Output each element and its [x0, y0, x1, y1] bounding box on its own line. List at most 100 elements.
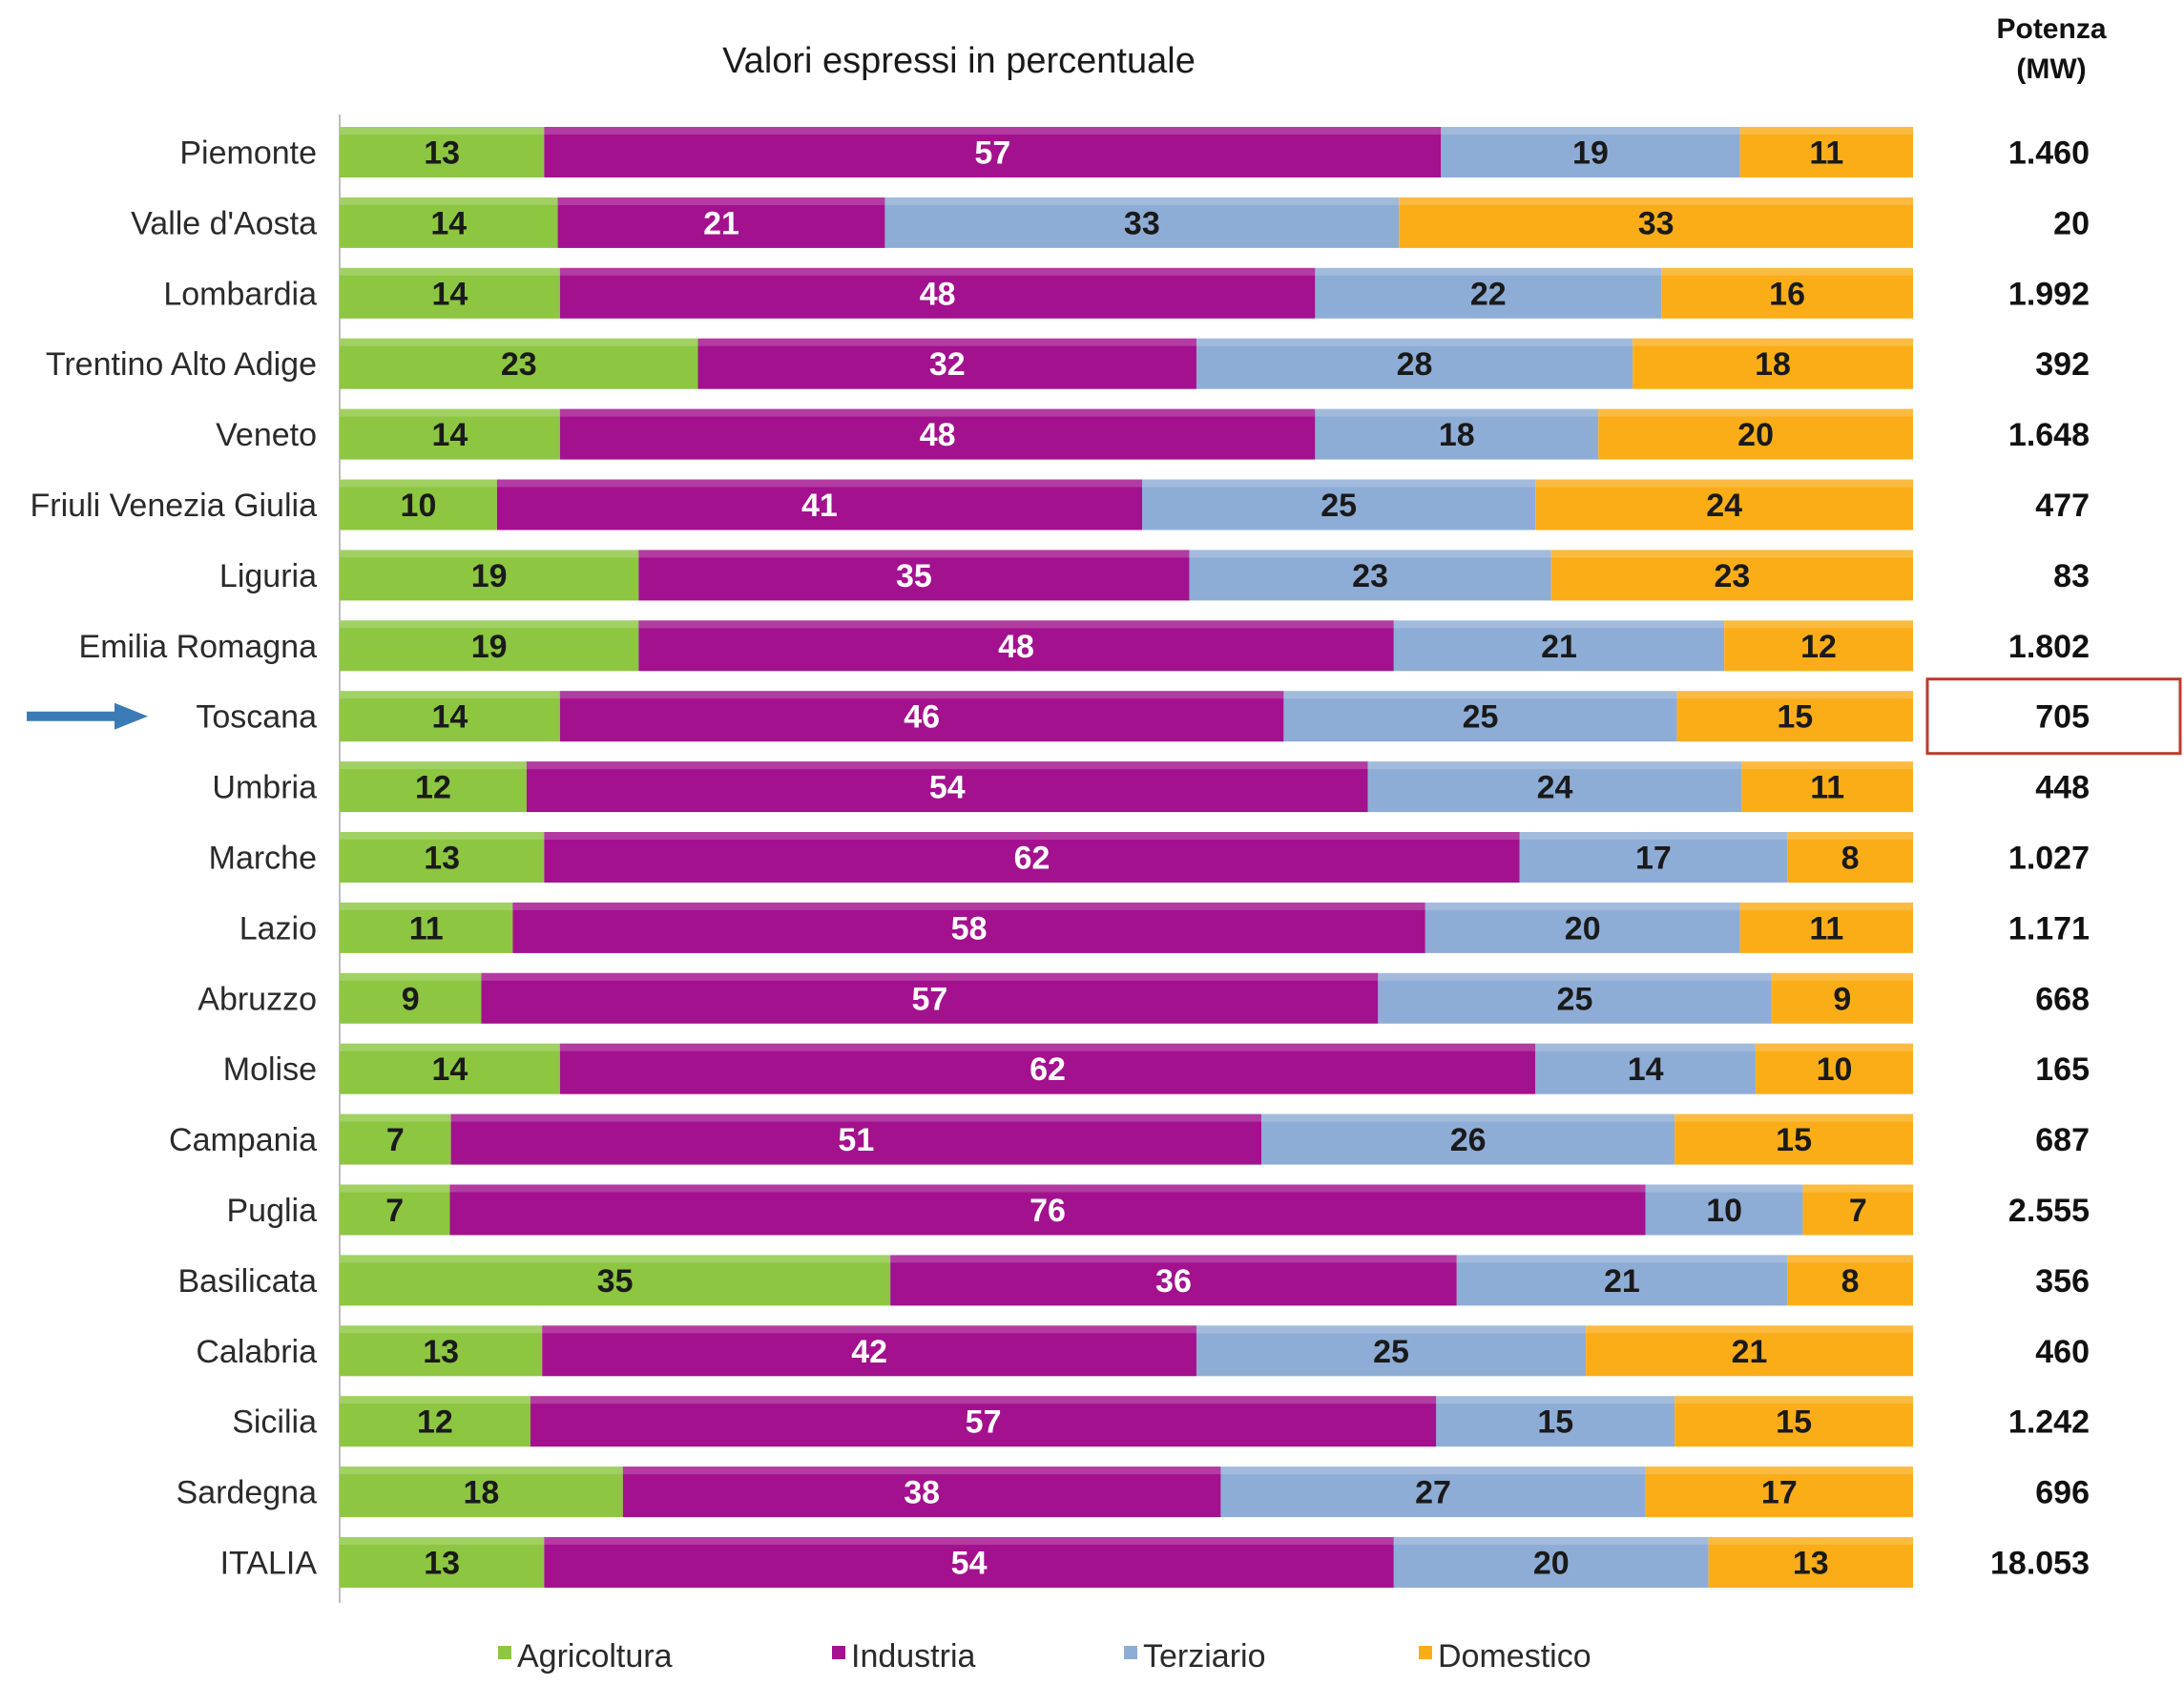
- data-label-domestico-veneto: 20: [1737, 417, 1774, 453]
- bar-terziario-calabria: [1196, 1325, 1587, 1377]
- data-label-industria-calabria: 42: [851, 1334, 887, 1370]
- data-label-agricoltura-abruzzo: 9: [402, 981, 420, 1017]
- bar-sheen-agricoltura-veneto: [340, 408, 560, 417]
- bar-sheen-terziario-campania: [1261, 1113, 1675, 1122]
- bar-terziario-puglia: [1645, 1184, 1803, 1236]
- bar-domestico-abruzzo: [1771, 972, 1913, 1024]
- power-value-lazio: 1.171: [2008, 910, 2090, 947]
- category-label-trentino-alto-adige: Trentino Alto Adige: [46, 346, 317, 383]
- power-value-lombardia: 1.992: [2008, 276, 2090, 312]
- data-label-domestico-umbria: 11: [1810, 770, 1844, 806]
- bar-domestico-toscana: [1676, 691, 1913, 742]
- data-label-industria-piemonte: 57: [974, 135, 1010, 172]
- bar-domestico-piemonte: [1739, 127, 1913, 177]
- bar-agricoltura-veneto: [340, 408, 560, 460]
- data-label-terziario-molise: 14: [1628, 1051, 1664, 1088]
- power-header-line-1: Potenza: [1996, 13, 2106, 45]
- data-label-industria-veneto: 48: [920, 417, 956, 453]
- bar-terziario-molise: [1535, 1043, 1757, 1094]
- bar-terziario-emilia-romagna: [1393, 620, 1725, 672]
- legend-label-agricoltura: Agricoltura: [517, 1638, 673, 1675]
- power-value-emilia-romagna: 1.802: [2008, 629, 2090, 665]
- bar-industria-lombardia: [559, 267, 1316, 319]
- bar-sheen-terziario-abruzzo: [1378, 972, 1772, 981]
- data-label-agricoltura-trentino-alto-adige: 23: [501, 346, 537, 383]
- data-label-industria-abruzzo: 57: [911, 981, 947, 1017]
- bar-domestico-lazio: [1739, 902, 1913, 953]
- bar-sheen-domestico-liguria: [1550, 550, 1913, 558]
- bar-terziario-abruzzo: [1378, 972, 1772, 1024]
- data-label-industria-puglia: 76: [1030, 1193, 1066, 1229]
- data-label-agricoltura-campania: 7: [386, 1122, 405, 1158]
- bar-terziario-umbria: [1367, 761, 1742, 813]
- bar-agricoltura-campania: [340, 1113, 451, 1165]
- data-label-industria-liguria: 35: [896, 558, 932, 594]
- bar-industria-emilia-romagna: [638, 620, 1394, 672]
- bar-sheen-terziario-basilicata: [1456, 1255, 1788, 1263]
- bar-sheen-terziario-umbria: [1367, 761, 1742, 770]
- data-label-terziario-sicilia: 15: [1537, 1404, 1573, 1441]
- power-value-puglia: 2.555: [2008, 1193, 2090, 1229]
- bar-sheen-agricoltura-basilicata: [340, 1255, 891, 1263]
- data-label-agricoltura-calabria: 13: [423, 1334, 459, 1370]
- data-label-terziario-sardegna: 27: [1415, 1475, 1451, 1511]
- bar-agricoltura-marche: [340, 832, 545, 883]
- bar-industria-campania: [450, 1113, 1262, 1165]
- highlight-arrow-icon: [27, 702, 148, 730]
- bar-sheen-agricoltura-calabria: [340, 1325, 543, 1334]
- bar-domestico-valle-d-aosta: [1399, 197, 1913, 248]
- data-label-agricoltura-umbria: 12: [415, 770, 451, 806]
- bar-sheen-terziario-molise: [1535, 1043, 1757, 1051]
- data-label-terziario-trentino-alto-adige: 28: [1397, 346, 1433, 383]
- bar-terziario-sardegna: [1220, 1467, 1646, 1518]
- bar-sheen-domestico-emilia-romagna: [1724, 620, 1913, 629]
- data-label-industria-valle-d-aosta: 21: [703, 205, 739, 241]
- bar-sheen-agricoltura-campania: [340, 1113, 451, 1122]
- power-value-toscana: 705: [2035, 699, 2090, 736]
- category-label-valle-d-aosta: Valle d'Aosta: [131, 205, 317, 241]
- bar-agricoltura-lombardia: [340, 267, 560, 319]
- bar-sheen-agricoltura-piemonte: [340, 127, 545, 135]
- data-label-domestico-puglia: 7: [1849, 1193, 1867, 1229]
- data-label-agricoltura-sardegna: 18: [463, 1475, 499, 1511]
- data-label-agricoltura-piemonte: 13: [424, 135, 460, 172]
- bar-sheen-industria-liguria: [638, 550, 1190, 558]
- bar-sheen-domestico-calabria: [1586, 1325, 1913, 1334]
- bar-agricoltura-valle-d-aosta: [340, 197, 558, 248]
- data-label-industria-molise: 62: [1030, 1051, 1066, 1088]
- legend-label-domestico: Domestico: [1438, 1638, 1591, 1675]
- bar-industria-marche: [544, 832, 1520, 883]
- power-value-trentino-alto-adige: 392: [2035, 346, 2090, 383]
- bar-domestico-friuli-venezia-giulia: [1535, 479, 1913, 530]
- bar-terziario-campania: [1261, 1113, 1675, 1165]
- bar-sheen-terziario-valle-d-aosta: [884, 197, 1400, 205]
- bar-agricoltura-friuli-venezia-giulia: [340, 479, 497, 530]
- data-label-terziario-friuli-venezia-giulia: 25: [1321, 488, 1357, 524]
- bar-sheen-agricoltura-liguria: [340, 550, 639, 558]
- data-label-domestico-italia: 13: [1793, 1546, 1829, 1582]
- bar-sheen-agricoltura-toscana: [340, 691, 560, 699]
- data-label-industria-basilicata: 36: [1155, 1263, 1192, 1300]
- category-label-umbria: Umbria: [212, 770, 317, 806]
- bar-sheen-agricoltura-sardegna: [340, 1467, 623, 1475]
- data-label-agricoltura-toscana: 14: [432, 699, 468, 736]
- power-value-italia: 18.053: [1990, 1546, 2090, 1582]
- category-label-sardegna: Sardegna: [177, 1475, 318, 1511]
- power-value-liguria: 83: [2053, 558, 2090, 594]
- power-value-campania: 687: [2035, 1122, 2090, 1158]
- data-label-terziario-valle-d-aosta: 33: [1124, 205, 1160, 241]
- bar-agricoltura-sicilia: [340, 1396, 530, 1447]
- data-label-industria-toscana: 46: [904, 699, 940, 736]
- bar-sheen-agricoltura-lazio: [340, 902, 513, 910]
- bar-terziario-valle-d-aosta: [884, 197, 1400, 248]
- bar-sheen-domestico-veneto: [1598, 408, 1913, 417]
- bar-sheen-agricoltura-trentino-alto-adige: [340, 338, 698, 346]
- bar-sheen-domestico-lombardia: [1661, 267, 1913, 276]
- power-values: 1.460 20 1.992 392 1.648 477 83 1.802 705 448 1.02…: [1990, 135, 2090, 1582]
- bar-agricoltura-lazio: [340, 902, 513, 953]
- bar-sheen-domestico-toscana: [1676, 691, 1913, 699]
- bar-agricoltura-piemonte: [340, 127, 545, 177]
- data-label-industria-campania: 51: [838, 1122, 874, 1158]
- data-label-domestico-toscana: 15: [1777, 699, 1813, 736]
- data-label-agricoltura-basilicata: 35: [597, 1263, 634, 1300]
